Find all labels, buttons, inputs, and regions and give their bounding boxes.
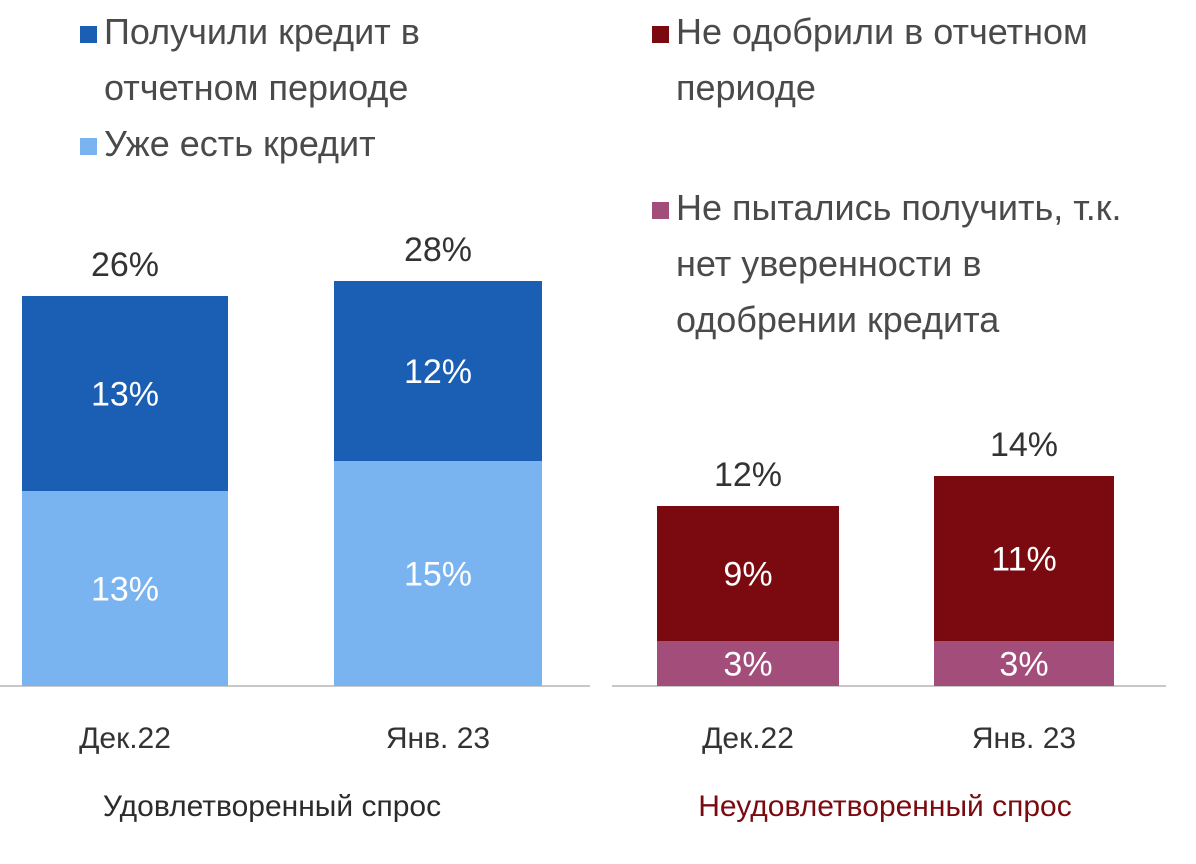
legend-unsatisfied: Не одобрили в отчетном периоде Не пытали… [652, 4, 1162, 348]
total-value-label-unsatisfied-1: 14% [990, 426, 1058, 464]
group-label-unsatisfied: Неудовлетворенный спрос [698, 790, 1071, 823]
segment-value-label-unsatisfied-0-1: 9% [723, 556, 772, 594]
bar-segment-satisfied-0-1 [22, 296, 228, 491]
legend-label-did-not-try: Не пытались получить, т.к. нет увереннос… [676, 187, 1122, 340]
category-label-satisfied-1: Янв. 23 [386, 722, 490, 755]
bar-segment-satisfied-0-0 [22, 491, 228, 686]
group-label-satisfied: Удовлетворенный спрос [103, 790, 441, 823]
segment-value-label-satisfied-1-1: 12% [404, 353, 472, 391]
segment-value-label-unsatisfied-1-0: 3% [999, 646, 1048, 684]
legend-satisfied: Получили кредит в отчетном периоде Уже е… [80, 4, 540, 172]
legend-label-not-approved: Не одобрили в отчетном периоде [676, 11, 1088, 108]
legend-label-received: Получили кредит в отчетном периоде [104, 11, 420, 108]
category-label-satisfied-0: Дек.22 [79, 722, 171, 755]
segment-value-label-unsatisfied-1-1: 11% [991, 541, 1057, 579]
segment-value-label-satisfied-1-0: 15% [404, 556, 472, 594]
legend-swatch-existing [80, 138, 97, 155]
total-value-label-unsatisfied-0: 12% [714, 456, 782, 494]
legend-item-existing: Уже есть кредит [80, 116, 540, 172]
legend-swatch-did-not-try [652, 202, 669, 219]
bar-segment-satisfied-1-1 [334, 281, 542, 461]
bar-segment-unsatisfied-0-0 [657, 641, 839, 686]
bar-segment-unsatisfied-1-1 [934, 476, 1114, 641]
total-value-label-satisfied-1: 28% [404, 231, 472, 269]
segment-value-label-satisfied-0-0: 13% [91, 571, 159, 609]
bar-segment-unsatisfied-0-1 [657, 506, 839, 641]
legend-swatch-not-approved [652, 26, 669, 43]
category-label-unsatisfied-0: Дек.22 [702, 722, 794, 755]
category-label-unsatisfied-1: Янв. 23 [972, 722, 1076, 755]
segment-value-label-satisfied-0-1: 13% [91, 376, 159, 414]
legend-item-received: Получили кредит в отчетном периоде [80, 4, 540, 116]
segment-value-label-unsatisfied-0-0: 3% [723, 646, 772, 684]
legend-label-existing: Уже есть кредит [104, 123, 376, 164]
total-value-label-satisfied-0: 26% [91, 246, 159, 284]
legend-item-did-not-try: Не пытались получить, т.к. нет увереннос… [652, 180, 1162, 348]
legend-swatch-received [80, 26, 97, 43]
bar-segment-satisfied-1-0 [334, 461, 542, 686]
legend-item-not-approved: Не одобрили в отчетном периоде [652, 4, 1162, 116]
bar-segment-unsatisfied-1-0 [934, 641, 1114, 686]
